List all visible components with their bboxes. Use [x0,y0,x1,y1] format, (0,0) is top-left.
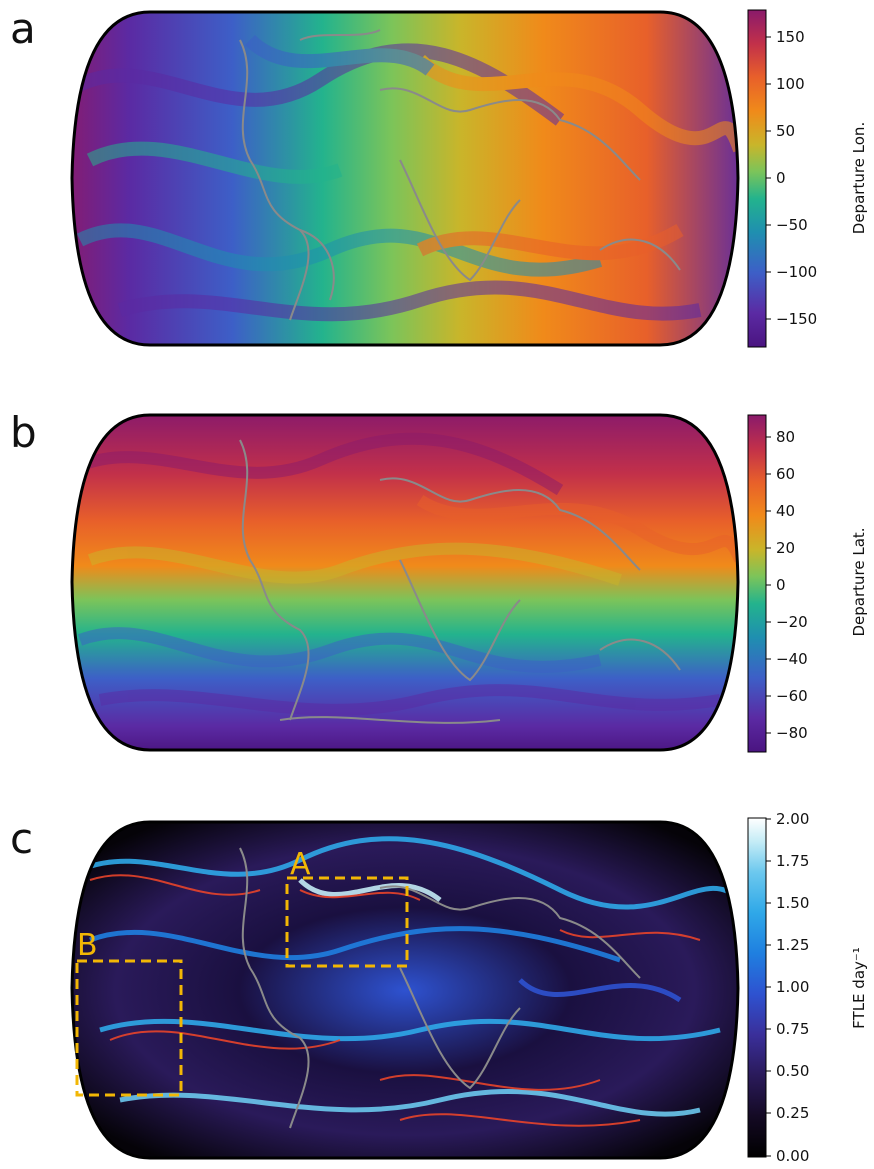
colorbar-a-tick: 100 [776,75,805,93]
colorbar-a: 150 100 50 0 −50 −100 −150 Departure Lon… [747,9,868,348]
panel-letter-b: b [10,408,37,457]
colorbar-a-tick: −50 [776,216,808,234]
region-box-b-label: B [77,928,98,963]
colorbar-a-tick: 150 [776,28,805,46]
map-panel-c: A B [70,820,740,1160]
colorbar-c-label: FTLE day⁻¹ [850,947,868,1029]
colorbar-c-tick: 0.00 [776,1147,809,1165]
colorbar-b-tick: 0 [776,576,786,594]
colorbar-b-tick: 20 [776,539,795,557]
colorbar-a-tick: 50 [776,122,795,140]
colorbar-b-tick: −20 [776,613,808,631]
colorbar-b-tick: −80 [776,724,808,742]
colorbar-c-tick: 1.75 [776,852,809,870]
panel-letter-c: c [10,814,34,863]
region-box-a [285,876,409,968]
region-box-a-label: A [290,847,311,882]
map-panel-a [70,10,740,347]
panel-letter-a: a [10,4,36,53]
colorbar-c-tick: 1.25 [776,936,809,954]
map-panel-b [70,413,740,752]
colorbar-a-tick: −150 [776,310,817,328]
colorbar-b-tick: 40 [776,502,795,520]
colorbar-c-tick: 1.50 [776,894,809,912]
colorbar-c: 2.00 1.75 1.50 1.25 1.00 0.75 0.50 0.25 … [747,810,868,1165]
colorbar-b-tick: 80 [776,428,795,446]
colorbar-b-label: Departure Lat. [850,527,868,636]
region-box-b [75,959,183,1097]
colorbar-c-tick: 1.00 [776,978,809,996]
colorbar-b-tick: −60 [776,687,808,705]
colorbar-a-label: Departure Lon. [850,122,868,234]
colorbar-c-tick: 0.75 [776,1020,809,1038]
colorbar-c-tick: 2.00 [776,810,809,828]
colorbar-a-tick: −100 [776,263,817,281]
colorbar-b-tick: −40 [776,650,808,668]
colorbar-c-tick: 0.50 [776,1062,809,1080]
colorbar-b-tick: 60 [776,465,795,483]
colorbar-b: 80 60 40 20 0 −20 −40 −60 −80 Departure … [747,414,868,753]
colorbar-a-tick: 0 [776,169,786,187]
colorbar-c-tick: 0.25 [776,1104,809,1122]
